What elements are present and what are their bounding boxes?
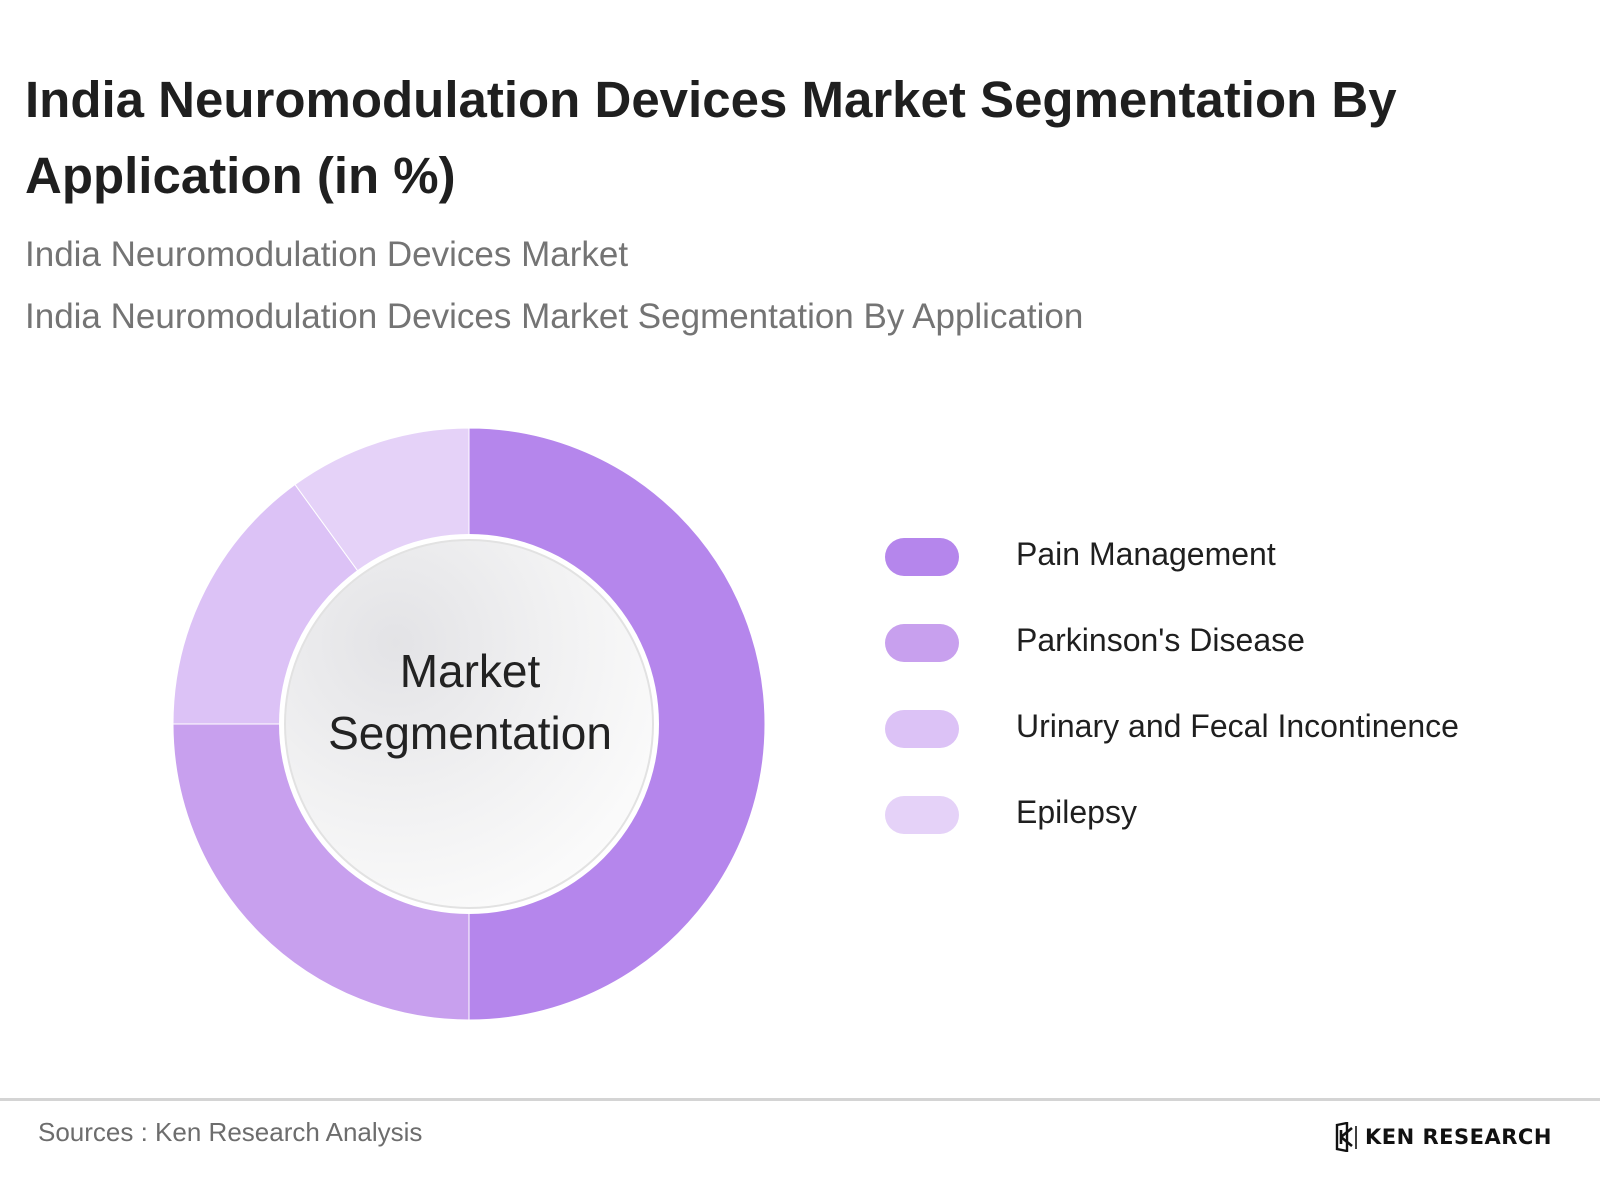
legend-swatch: [885, 538, 959, 576]
chart-title: India Neuromodulation Devices Market Seg…: [25, 71, 1397, 204]
legend-label: Parkinson's Disease: [1016, 622, 1305, 658]
center-label-line2: Segmentation: [328, 707, 612, 759]
source-note: Sources : Ken Research Analysis: [38, 1117, 423, 1147]
brand-logo: KEN RESEARCH: [1335, 1120, 1552, 1154]
brand-name: KEN RESEARCH: [1365, 1125, 1552, 1149]
legend-swatch: [885, 624, 959, 662]
center-disc: [284, 539, 654, 909]
legend-swatch: [885, 710, 959, 748]
chart-subtitle-market: India Neuromodulation Devices Market: [25, 235, 629, 274]
footer-divider: [0, 1098, 1600, 1101]
legend-label: Urinary and Fecal Incontinence: [1016, 708, 1459, 744]
legend-swatch: [885, 796, 959, 834]
chart-subtitle-segmentation: India Neuromodulation Devices Market Seg…: [25, 297, 1084, 336]
legend-label: Pain Management: [1016, 536, 1276, 572]
ken-research-logo-icon: [1335, 1122, 1357, 1152]
center-label-line1: Market: [399, 645, 541, 697]
center-label: Market Segmentation: [280, 640, 660, 764]
legend-label: Epilepsy: [1016, 794, 1137, 830]
